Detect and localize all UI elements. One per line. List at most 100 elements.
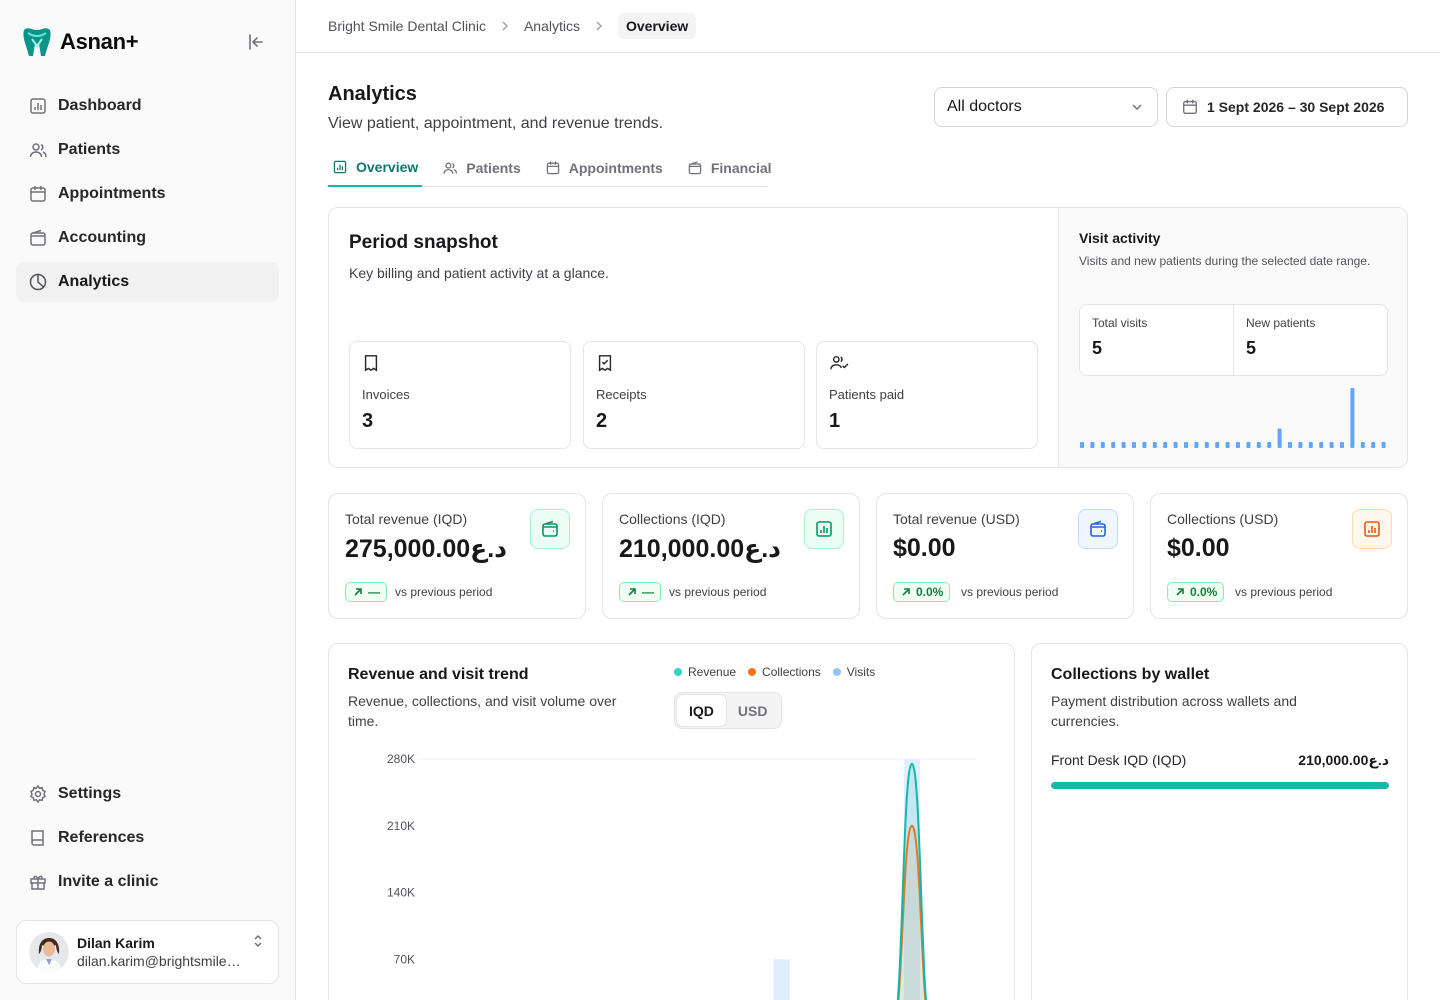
sidebar-item-label: Patients (58, 141, 121, 158)
visit-activity-title: Visit activity (1079, 230, 1161, 246)
revenue-trend-card: Revenue and visit trend Revenue, collect… (328, 643, 1015, 1000)
stat-label: Total visits (1092, 316, 1148, 330)
visit-bar (1381, 442, 1386, 448)
breadcrumb-analytics[interactable]: Analytics (523, 18, 580, 34)
sidebar-item-label: Appointments (58, 185, 166, 202)
sidebar-item-label: References (58, 829, 145, 846)
wallet-amount: 210,000.00د.ع (1298, 752, 1389, 768)
avatar (29, 932, 69, 972)
sidebar-item-settings[interactable]: Settings (16, 774, 279, 814)
breadcrumb: Bright Smile Dental Clinic Analytics Ove… (296, 0, 1440, 53)
legend-label: Revenue (688, 665, 737, 679)
visit-bar (1360, 442, 1365, 448)
currency-toggle: IQD USD (674, 692, 783, 729)
wallet-icon (688, 161, 702, 175)
currency-usd-button[interactable]: USD (737, 702, 768, 719)
visit-bar (1184, 442, 1188, 448)
sidebar-item-patients[interactable]: Patients (16, 130, 279, 170)
sidebar-item-accounting[interactable]: Accounting (16, 218, 279, 258)
total-visits-stat: Total visits 5 (1080, 305, 1233, 375)
visit-bar (1267, 442, 1272, 448)
user-menu[interactable]: Dilan Karim dilan.karim@brightsmile.ex..… (16, 920, 279, 984)
sidebar-item-references[interactable]: References (16, 818, 279, 858)
user-name: Dilan Karim (77, 935, 155, 951)
users-icon (29, 143, 47, 158)
date-range-value: 1 Sept 2026 – 30 Sept 2026 (1207, 99, 1385, 115)
wallet-icon (1078, 509, 1118, 549)
snapshot-subtitle: Key billing and patient activity at a gl… (349, 265, 609, 281)
stat-value: 5 (1092, 338, 1103, 358)
trend-chart: 280K 210K 140K 70K (387, 752, 977, 1000)
collections-by-wallet-card: Collections by wallet Payment distributi… (1031, 643, 1408, 1000)
tab-patients[interactable]: Patients (438, 149, 524, 187)
chevron-right-icon (502, 21, 509, 31)
metric-value: 1 (829, 410, 841, 432)
tab-appointments[interactable]: Appointments (541, 149, 667, 187)
kpi-change-badge: 0.0% (893, 582, 951, 602)
visit-activity-stats: Total visits 5 New patients 5 (1079, 304, 1388, 376)
users-icon (443, 162, 458, 174)
brand-name: Asnan+ (60, 29, 139, 54)
visit-bar (1173, 442, 1178, 448)
tooth-logo-icon (23, 28, 51, 56)
wallet-icon (30, 229, 46, 246)
page-title: Analytics (328, 83, 417, 105)
sidebar-item-label: Settings (58, 785, 122, 802)
calendar-icon (546, 161, 559, 175)
visit-bar (1215, 442, 1220, 448)
sidebar-item-analytics[interactable]: Analytics (16, 262, 279, 302)
sidebar-item-appointments[interactable]: Appointments (16, 174, 279, 214)
brand[interactable]: Asnan+ (20, 26, 139, 58)
gift-icon (30, 875, 46, 890)
sidebar: Asnan+ Dashboard Patients Appointments A… (0, 0, 296, 1000)
doctor-filter-select[interactable]: All doctors (934, 87, 1158, 127)
kpi-value: 275,000.00د.ع (345, 535, 507, 563)
tab-financial[interactable]: Financial (683, 149, 776, 187)
visit-bar (1236, 442, 1240, 448)
visit-bar (1329, 442, 1334, 448)
sidebar-item-invite[interactable]: Invite a clinic (16, 862, 279, 902)
receipt-check-icon (598, 355, 612, 372)
visit-bar (1080, 442, 1084, 448)
visit-activity-bars (1080, 388, 1386, 448)
page-subtitle: View patient, appointment, and revenue t… (328, 115, 664, 132)
visit-bar (1194, 442, 1199, 448)
y-tick-label: 210K (387, 819, 415, 833)
legend-visits: Visits (832, 665, 875, 679)
doctor-filter-value: All doctors (947, 98, 1022, 115)
tab-label: Appointments (568, 160, 663, 176)
sidebar-item-label: Dashboard (58, 97, 142, 114)
tab-label: Overview (356, 159, 419, 175)
main-content: Analytics View patient, appointment, and… (296, 53, 1440, 1000)
visit-bar (1111, 442, 1116, 448)
tab-overview[interactable]: Overview (328, 149, 423, 187)
collapse-icon (249, 34, 263, 50)
receipt-icon (364, 355, 378, 372)
snapshot-title: Period snapshot (349, 232, 498, 253)
visit-bar (1246, 442, 1251, 448)
sidebar-item-dashboard[interactable]: Dashboard (16, 86, 279, 126)
breadcrumb-clinic[interactable]: Bright Smile Dental Clinic (328, 18, 486, 34)
sidebar-item-label: Invite a clinic (58, 873, 159, 890)
visit-bar (1163, 442, 1168, 448)
calendar-icon (1183, 99, 1197, 114)
visit-bar (1152, 442, 1157, 448)
new-patients-stat: New patients 5 (1233, 305, 1387, 375)
arrow-up-right-icon (902, 588, 910, 596)
metric-value: 3 (362, 410, 374, 432)
date-range-picker[interactable]: 1 Sept 2026 – 30 Sept 2026 (1166, 87, 1408, 127)
chevron-right-icon (596, 21, 603, 31)
visit-bar (1121, 442, 1126, 448)
visit-bar (1225, 442, 1230, 448)
pie-chart-icon (29, 273, 47, 291)
analytics-tabs: Overview Patients Appointments Financial (328, 149, 772, 187)
legend-revenue: Revenue (674, 665, 736, 679)
kpi-vs-label: vs previous period (1235, 585, 1333, 599)
collections-area (898, 825, 926, 1000)
visit-bar (1256, 442, 1261, 448)
collapse-sidebar-button[interactable] (244, 30, 268, 54)
metric-label: Receipts (596, 387, 647, 402)
sidebar-nav: Dashboard Patients Appointments Accounti… (16, 86, 279, 306)
currency-iqd-button[interactable]: IQD (677, 695, 726, 726)
sidebar-item-label: Accounting (58, 229, 146, 246)
